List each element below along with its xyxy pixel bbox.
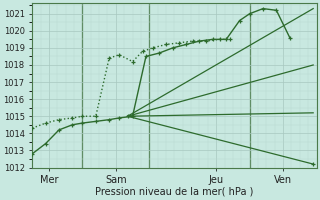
X-axis label: Pression niveau de la mer( hPa ): Pression niveau de la mer( hPa ) <box>95 187 253 197</box>
